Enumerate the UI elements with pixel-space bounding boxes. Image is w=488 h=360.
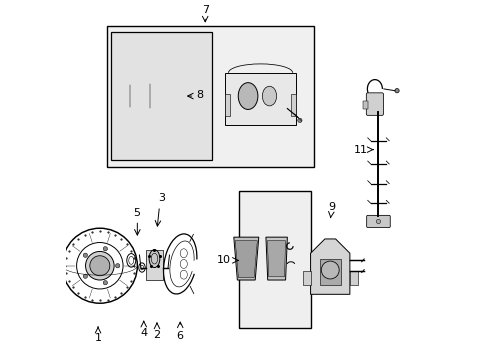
Text: 8: 8 [196, 90, 203, 100]
Circle shape [83, 253, 87, 257]
Ellipse shape [238, 83, 257, 109]
Circle shape [83, 274, 87, 278]
Bar [145, 249, 163, 280]
Circle shape [297, 118, 302, 122]
Circle shape [115, 264, 120, 268]
Text: 3: 3 [158, 193, 165, 203]
Polygon shape [265, 237, 287, 280]
Bar [239, 191, 310, 328]
Bar [349, 271, 357, 285]
Polygon shape [233, 237, 258, 280]
FancyBboxPatch shape [366, 215, 389, 228]
Bar [303, 271, 311, 285]
Text: 9: 9 [328, 202, 335, 212]
Ellipse shape [262, 86, 276, 106]
Polygon shape [267, 241, 285, 277]
FancyBboxPatch shape [366, 93, 383, 115]
Text: 7: 7 [201, 5, 208, 15]
Text: 10: 10 [217, 255, 231, 265]
Bar [290, 94, 296, 116]
Circle shape [103, 247, 107, 251]
Circle shape [90, 256, 110, 276]
Text: 2: 2 [153, 330, 160, 340]
Bar [107, 26, 313, 167]
Polygon shape [235, 241, 257, 278]
Bar [363, 102, 367, 109]
Circle shape [321, 261, 339, 279]
Text: 4: 4 [140, 328, 147, 338]
Circle shape [103, 280, 107, 285]
Ellipse shape [172, 89, 181, 103]
Polygon shape [310, 239, 349, 294]
Bar [110, 32, 212, 160]
Bar [224, 73, 296, 125]
Bar [224, 94, 230, 116]
Text: 5: 5 [133, 207, 140, 217]
Ellipse shape [149, 249, 160, 267]
Text: 1: 1 [94, 333, 102, 343]
Text: 6: 6 [176, 331, 183, 341]
Circle shape [376, 219, 380, 224]
Text: 11: 11 [353, 145, 367, 155]
Bar [169, 82, 176, 110]
Bar [319, 258, 340, 285]
Ellipse shape [168, 89, 171, 103]
Circle shape [394, 89, 398, 93]
Circle shape [85, 251, 114, 280]
